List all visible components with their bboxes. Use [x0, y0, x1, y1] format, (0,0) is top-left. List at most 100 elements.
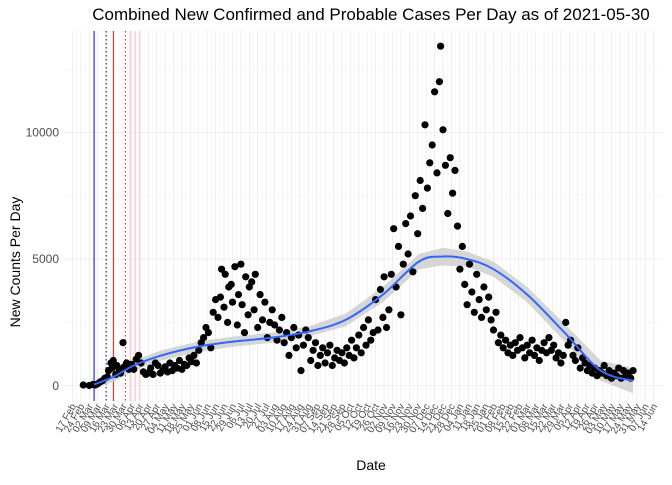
data-point — [231, 263, 239, 271]
data-point — [492, 308, 500, 316]
data-point — [416, 176, 424, 185]
data-point — [233, 321, 241, 329]
data-point — [404, 250, 412, 258]
data-point — [228, 298, 237, 306]
data-point — [528, 336, 536, 344]
data-point — [550, 341, 558, 349]
data-point — [516, 334, 524, 342]
data-point — [79, 381, 87, 389]
data-point — [449, 189, 457, 197]
data-point — [258, 316, 267, 324]
data-point — [571, 356, 580, 365]
data-point — [545, 334, 553, 342]
data-point — [338, 349, 346, 357]
data-point — [562, 318, 570, 326]
data-point — [238, 301, 246, 309]
data-point — [367, 336, 375, 344]
data-point — [421, 121, 429, 129]
data-point — [521, 354, 529, 362]
data-point — [475, 296, 483, 304]
data-point — [256, 291, 264, 299]
data-point — [468, 288, 476, 296]
data-point — [399, 260, 407, 268]
data-point — [380, 273, 388, 281]
y-tick-label: 10000 — [26, 125, 60, 139]
data-point — [261, 298, 269, 306]
x-axis-title: Date — [356, 457, 386, 473]
data-point — [348, 336, 356, 344]
data-point — [523, 341, 531, 349]
data-point — [209, 308, 217, 316]
data-point — [431, 88, 439, 96]
data-point — [130, 365, 138, 373]
data-point — [482, 306, 490, 314]
data-point — [311, 339, 320, 347]
data-point — [328, 361, 336, 370]
data-point — [426, 159, 434, 167]
data-point — [530, 351, 539, 359]
data-point — [629, 367, 637, 375]
data-point — [509, 351, 517, 359]
data-point — [221, 270, 229, 278]
data-point — [465, 260, 474, 268]
data-point — [321, 359, 329, 367]
data-point — [461, 280, 469, 288]
data-point — [207, 344, 215, 352]
data-point — [218, 265, 226, 273]
data-point — [576, 364, 584, 372]
data-points — [79, 42, 637, 390]
data-point — [535, 356, 543, 365]
data-point — [242, 273, 250, 281]
data-point — [227, 280, 235, 288]
data-point — [360, 323, 368, 332]
smooth-curve — [93, 255, 634, 386]
data-point — [271, 321, 279, 329]
data-point — [453, 222, 462, 230]
data-point — [195, 346, 203, 354]
data-point — [364, 316, 372, 324]
data-point — [280, 339, 288, 347]
data-point — [119, 339, 127, 347]
data-point — [456, 265, 464, 273]
data-point — [441, 161, 449, 169]
data-point — [350, 354, 358, 362]
data-point — [285, 351, 293, 359]
data-point — [511, 339, 519, 347]
data-point — [273, 336, 281, 344]
data-point — [214, 313, 222, 321]
data-point — [433, 169, 441, 177]
chart-title: Combined New Confirmed and Probable Case… — [92, 5, 650, 24]
data-point — [477, 313, 486, 321]
data-point — [340, 359, 348, 367]
data-point — [309, 346, 317, 354]
data-point — [275, 326, 283, 334]
data-point — [297, 367, 305, 375]
data-point — [497, 331, 505, 339]
data-point — [278, 313, 286, 321]
data-point — [485, 293, 493, 301]
data-point — [379, 313, 387, 321]
data-point — [397, 311, 405, 319]
data-point — [362, 341, 370, 349]
data-point — [463, 301, 471, 309]
data-point — [192, 359, 200, 367]
data-point — [487, 316, 495, 324]
data-point — [428, 141, 436, 149]
data-point — [402, 220, 410, 228]
data-point — [406, 212, 415, 220]
data-point — [352, 344, 360, 352]
data-point — [411, 192, 419, 200]
data-point — [292, 344, 300, 352]
data-point — [307, 356, 315, 365]
data-point — [183, 361, 191, 370]
data-point — [499, 344, 507, 352]
data-point — [268, 306, 276, 314]
data-point — [374, 326, 382, 334]
data-point — [109, 356, 117, 365]
data-point — [237, 260, 245, 268]
data-point — [204, 329, 212, 337]
y-axis-ticks: 0 5000 10000 — [26, 125, 60, 392]
data-point — [316, 351, 324, 359]
vertical-reference-lines — [93, 31, 141, 401]
